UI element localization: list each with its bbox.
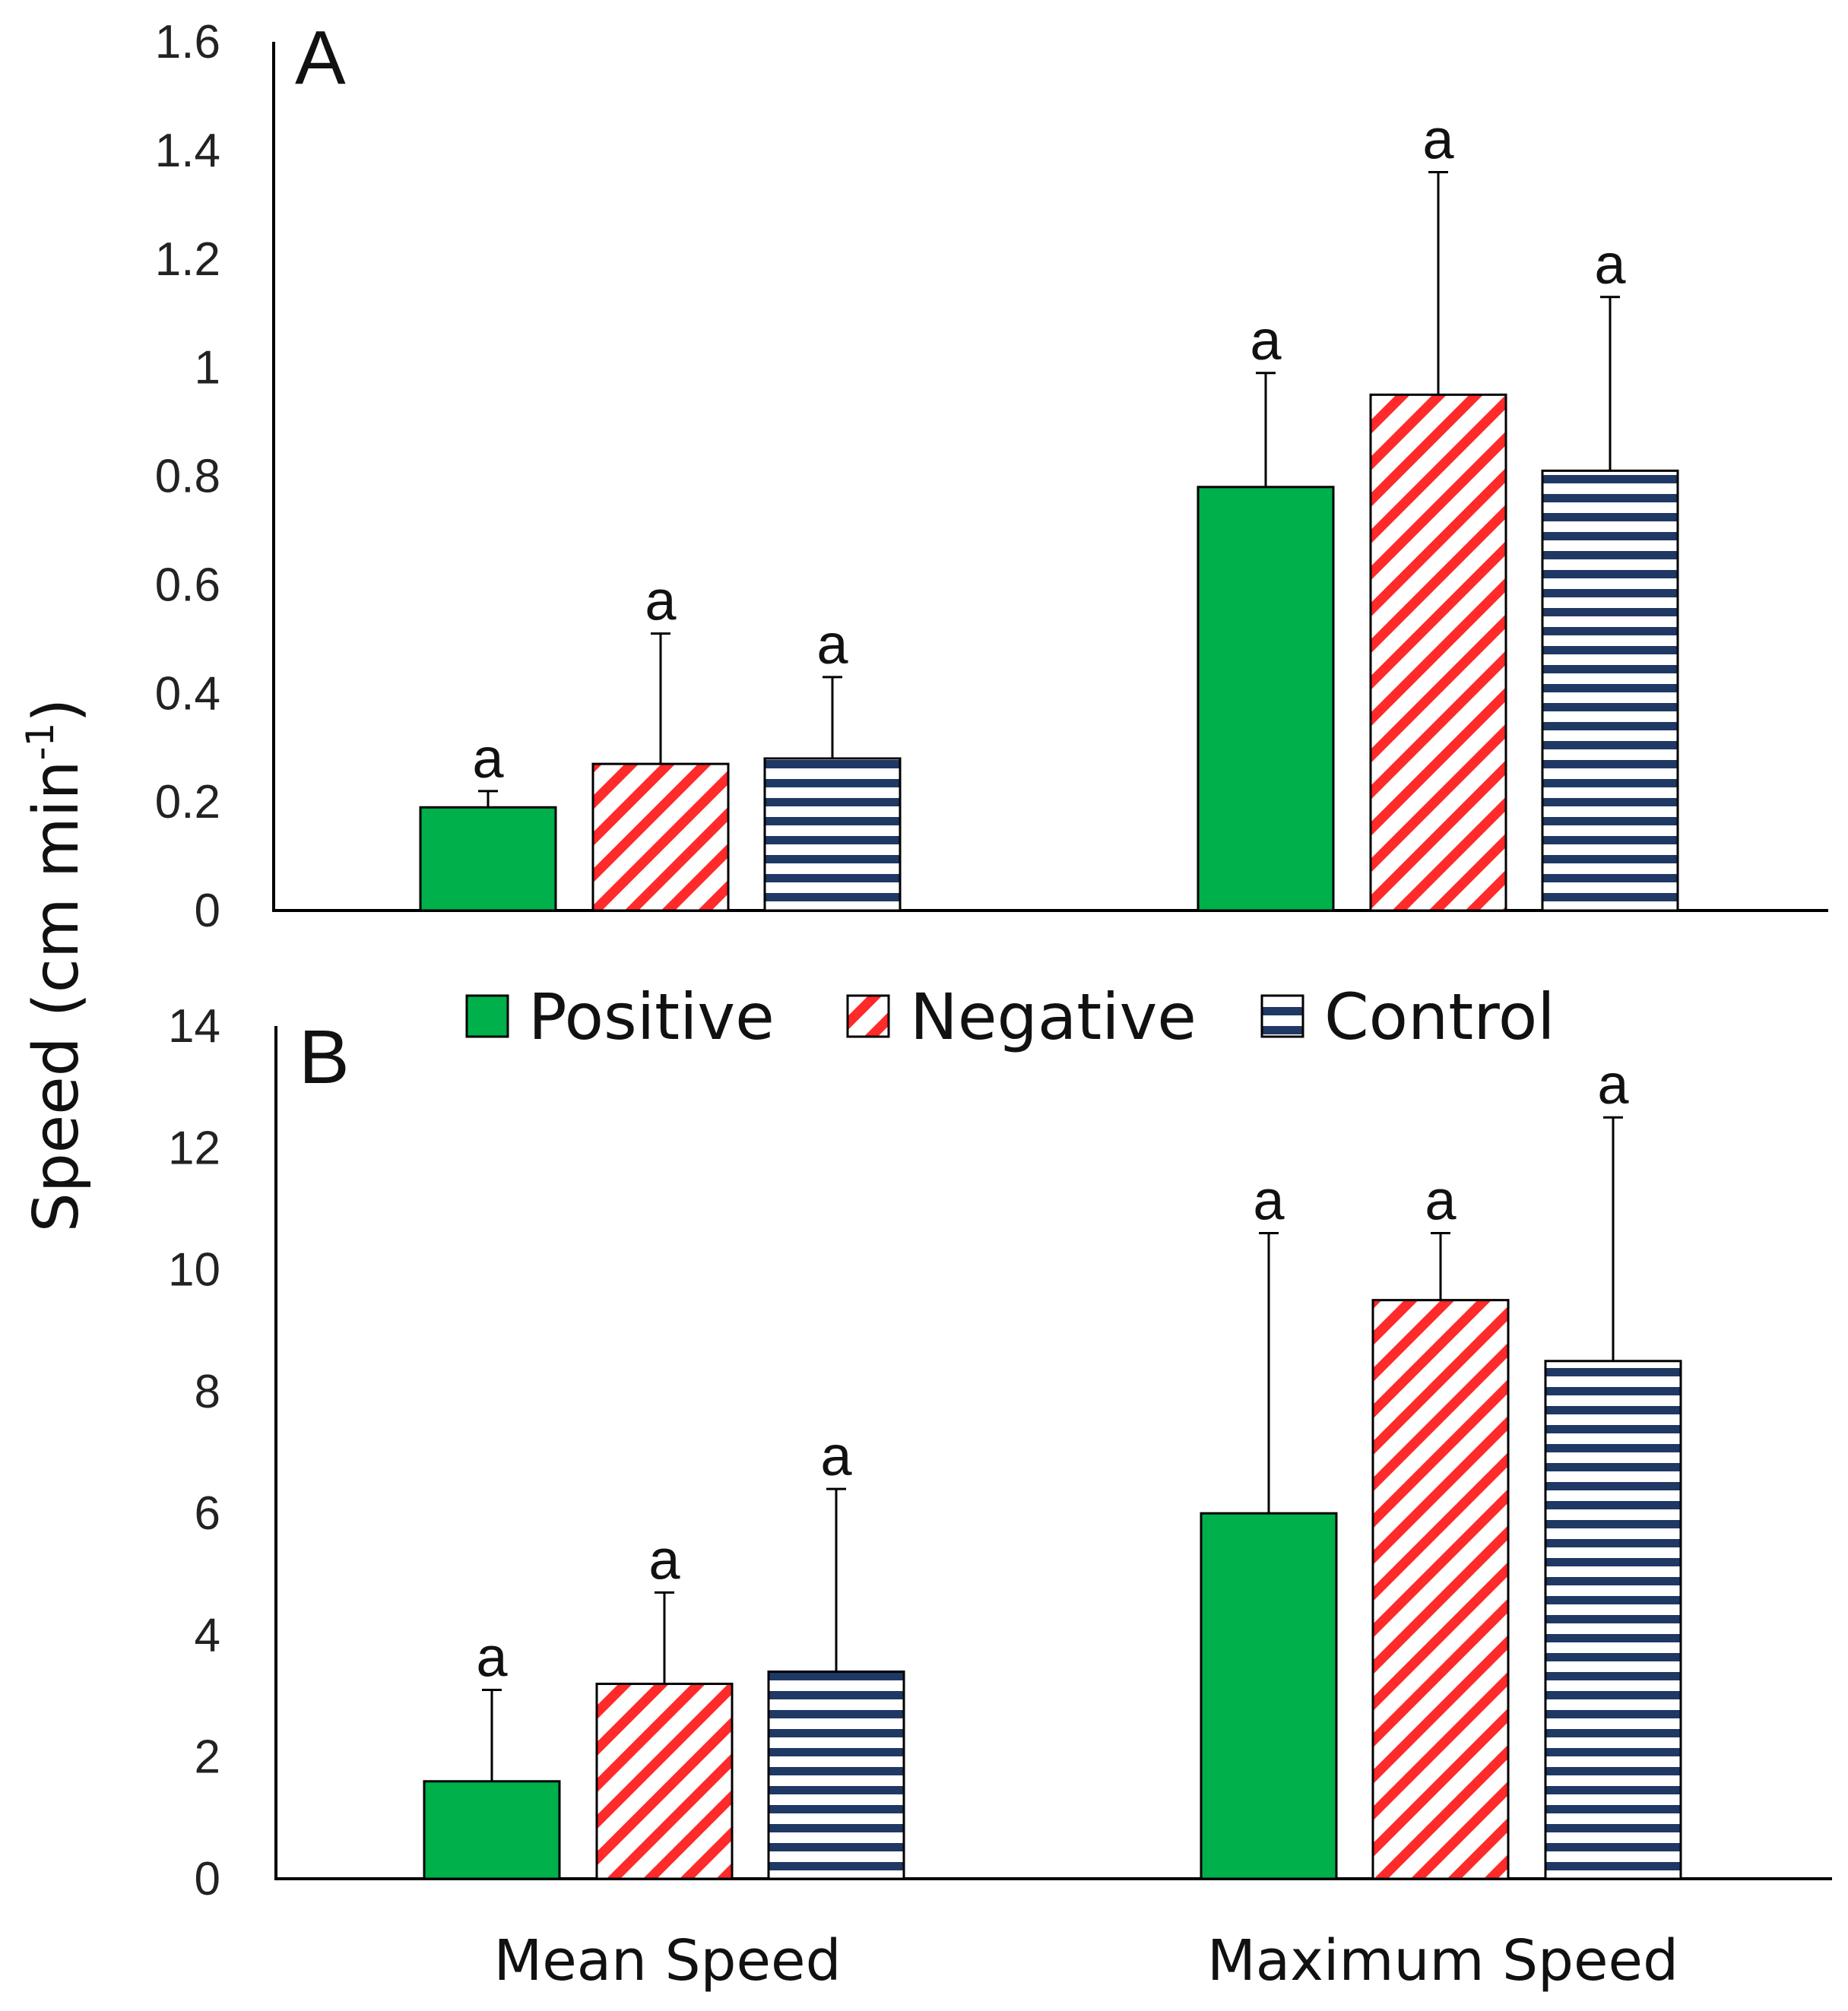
panel-b-sig-label-mean-speed-positive: a [476, 1626, 508, 1689]
legend-swatch-control [1260, 994, 1304, 1038]
panel-a-y-tick-label: 1 [195, 342, 220, 394]
panel-b-y-tick-label: 14 [168, 1000, 220, 1053]
panel-a-y-tick-label: 1.2 [155, 233, 220, 286]
panel-a-bar-maximum-speed-positive [1197, 486, 1335, 912]
panel-a-sig-label-maximum-speed-negative: a [1422, 107, 1454, 170]
panel-a-y-tick-label: 0.8 [155, 451, 220, 503]
panel-b-y-tick-label: 6 [195, 1487, 220, 1540]
panel-b: B 0 2 4 6 8 10 12 14 a a a a a a [168, 1000, 1832, 1905]
panel-a-bar-maximum-speed-negative [1369, 393, 1507, 912]
legend: Positive Negative Control [465, 980, 1555, 1054]
panel-b-y-tick-label: 10 [168, 1244, 220, 1297]
panel-b-bar-maximum-speed-control [1544, 1360, 1682, 1880]
legend-item-positive: Positive [465, 980, 775, 1054]
panel-b-y-tick-label: 12 [168, 1122, 220, 1174]
panel-b-bar-maximum-speed-negative [1371, 1299, 1510, 1880]
panel-a-sig-label-mean-speed-negative: a [645, 569, 677, 632]
panel-b-sig-label-maximum-speed-negative: a [1425, 1168, 1457, 1231]
panel-a-sig-label-mean-speed-positive: a [472, 727, 504, 790]
panel-b-sig-label-maximum-speed-positive: a [1253, 1168, 1285, 1231]
y-axis-label: Speed (cm min-1) [18, 698, 93, 1233]
panel-b-sig-label-maximum-speed-control: a [1597, 1053, 1629, 1116]
x-category-mean-speed: Mean Speed [493, 1928, 841, 1994]
panel-a-bar-maximum-speed-control [1541, 469, 1679, 912]
panel-a-y-tick-label: 0.4 [155, 667, 220, 720]
x-category-maximum-speed: Maximum Speed [1207, 1928, 1678, 1994]
panel-a-sig-label-maximum-speed-control: a [1594, 233, 1626, 296]
legend-label-positive: Positive [528, 980, 775, 1054]
panel-a-sig-label-mean-speed-control: a [816, 613, 848, 676]
panel-a-y-tick-label: 0.2 [155, 776, 220, 828]
panel-a-y-tick-label: 0 [195, 885, 220, 937]
panel-b-bar-mean-speed-positive [423, 1780, 561, 1880]
panel-b-bar-maximum-speed-positive [1200, 1512, 1338, 1880]
legend-swatch-negative [846, 994, 890, 1038]
legend-label-negative: Negative [910, 980, 1197, 1054]
panel-b-y-tick-label: 8 [195, 1366, 220, 1418]
panel-a-y-tick-label: 0.6 [155, 559, 220, 611]
panel-b-bar-mean-speed-negative [595, 1683, 734, 1880]
panel-b-bar-mean-speed-control [767, 1671, 905, 1880]
panel-a-bar-mean-speed-negative [591, 762, 730, 912]
panel-b-y-tick-label: 4 [195, 1609, 220, 1661]
panel-b-sig-label-mean-speed-negative: a [648, 1528, 680, 1591]
legend-label-control: Control [1324, 980, 1555, 1054]
panel-b-y-tick-label: 0 [195, 1853, 220, 1905]
panel-a-bar-mean-speed-control [763, 757, 902, 912]
legend-swatch-positive [465, 994, 509, 1038]
panel-a-label: A [295, 15, 346, 100]
legend-item-negative: Negative [846, 980, 1197, 1054]
panel-b-sig-label-mean-speed-control: a [820, 1424, 852, 1487]
panel-a-y-tick-label: 1.4 [155, 125, 220, 177]
legend-item-control: Control [1260, 980, 1555, 1054]
panel-b-y-tick-label: 2 [195, 1731, 220, 1784]
panel-a-sig-label-maximum-speed-positive: a [1250, 309, 1282, 372]
panel-a-y-tick-label: 1.6 [155, 16, 220, 68]
panel-b-label: B [299, 1015, 350, 1100]
panel-a-bar-mean-speed-positive [419, 806, 557, 912]
panel-a: A 0 0.2 0.4 0.6 0.8 1 1.2 1.4 1.6 a a a a a a [155, 15, 1828, 937]
